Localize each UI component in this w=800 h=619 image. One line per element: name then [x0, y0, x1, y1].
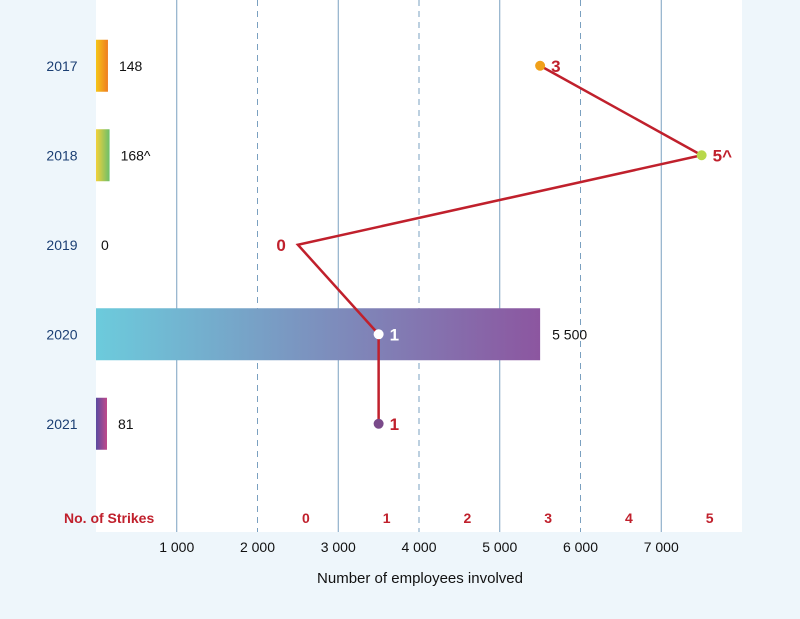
strike-tick-label: 1	[383, 510, 391, 526]
strike-point	[535, 60, 546, 71]
x-tick-label: 1 000	[159, 539, 194, 555]
x-tick-label: 6 000	[563, 539, 598, 555]
x-tick-label: 5 000	[482, 539, 517, 555]
strike-tick-label: 4	[625, 510, 633, 526]
category-label: 2018	[46, 147, 77, 163]
x-tick-label: 7 000	[644, 539, 679, 555]
strike-tick-label: 0	[302, 510, 310, 526]
category-label: 2017	[46, 58, 77, 74]
x-axis-title: Number of employees involved	[317, 570, 523, 587]
bar-value-label: 81	[118, 416, 134, 432]
strike-point-label: 0	[276, 236, 285, 255]
strike-point-label: 5^	[713, 146, 732, 165]
bar-value-label: 0	[101, 237, 109, 253]
bar	[96, 129, 110, 182]
strike-axis-title: No. of Strikes	[64, 510, 154, 526]
strike-point	[696, 150, 707, 161]
bar-value-label: 148	[119, 58, 143, 74]
strike-series-line	[295, 64, 706, 424]
category-label: 2021	[46, 416, 77, 432]
bar-value-label: 168^	[121, 147, 151, 163]
category-label: 2020	[46, 326, 77, 342]
bar	[96, 308, 541, 361]
x-tick-label: 4 000	[401, 539, 436, 555]
strike-point-label: 1	[390, 415, 399, 434]
bar-value-label: 5 500	[552, 326, 587, 342]
bars	[96, 39, 541, 450]
grid	[176, 0, 662, 532]
bar	[96, 397, 107, 450]
strike-line	[295, 60, 707, 429]
strike-point	[373, 418, 384, 429]
x-tick-label: 3 000	[321, 539, 356, 555]
bar	[96, 39, 108, 92]
strike-tick-label: 2	[463, 510, 471, 526]
strike-tick-label: 3	[544, 510, 552, 526]
category-label: 2019	[46, 237, 77, 253]
strike-point-label: 1	[390, 325, 399, 344]
strike-point-label: 3	[551, 57, 560, 76]
x-tick-label: 2 000	[240, 539, 275, 555]
strike-point	[373, 329, 384, 340]
strike-tick-label: 5	[706, 510, 714, 526]
